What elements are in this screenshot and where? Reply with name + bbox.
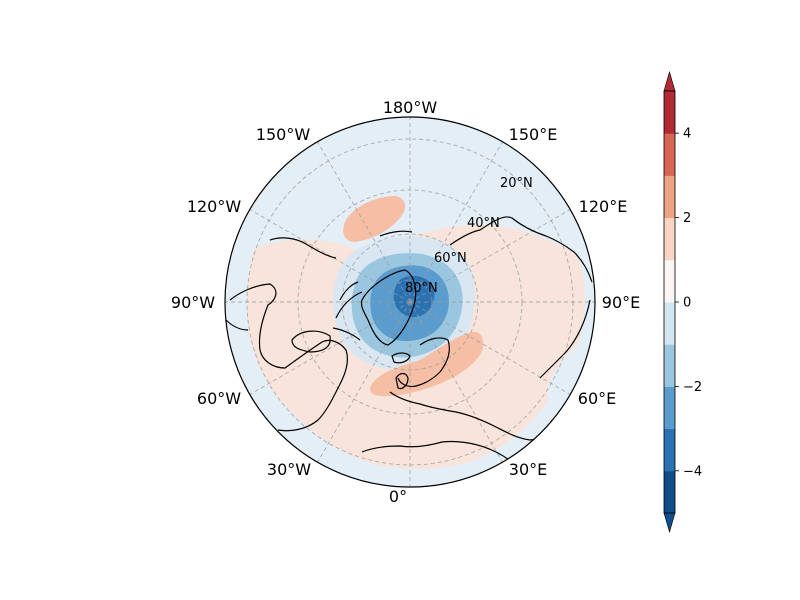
colorbar-extend-min (663, 512, 676, 534)
map-boundary (224, 116, 596, 488)
lon-label-90e: 90°E (602, 293, 640, 312)
longitude-labels: 180°W 150°W 150°E 120°W 120°E 90°W 90°E … (171, 98, 640, 506)
colorbar: 4 2 0 −2 −4 (663, 70, 702, 534)
lon-label-180w: 180°W (383, 98, 438, 117)
colorbar-segment (664, 133, 675, 176)
meridian-line (317, 141, 411, 303)
coast-scandinavia (397, 337, 450, 388)
lat-label-20: 20°N (500, 176, 533, 191)
latitude-labels: 20°N 40°N 60°N 80°N (405, 176, 533, 296)
coast-canada-arch (332, 281, 363, 341)
meridian-line (409, 209, 571, 303)
lon-label-120e: 120°E (579, 197, 628, 216)
lat-label-80: 80°N (405, 281, 438, 296)
lat-label-60: 60°N (434, 251, 467, 266)
meridian-line (317, 301, 411, 463)
coast-siberia (449, 216, 593, 283)
colorbar-segment (664, 428, 675, 472)
lon-label-90w: 90°W (171, 293, 215, 312)
coast-british-isles (395, 372, 409, 390)
meridian-line (249, 301, 411, 395)
meridian-line (409, 141, 503, 303)
coast-hudson-bay (291, 330, 331, 353)
map-panel (224, 116, 596, 488)
coast-east-asia (539, 299, 591, 379)
meridian-line (409, 301, 571, 395)
colorbar-tick-label: −2 (683, 380, 702, 395)
coast-africa (361, 440, 527, 477)
lon-label-120w: 120°W (187, 197, 242, 216)
colorbar-tick-label: 4 (683, 127, 691, 142)
colorbar-segment (664, 175, 675, 219)
lon-label-60e: 60°E (578, 389, 616, 408)
lon-label-60w: 60°W (197, 389, 241, 408)
lon-label-0: 0° (389, 487, 407, 506)
colorbar-segment (664, 302, 675, 345)
coastlines (225, 216, 593, 477)
coast-north-america (225, 283, 349, 432)
coast-iceland (391, 352, 411, 364)
colorbar-tick-label: 0 (683, 296, 691, 311)
lon-label-30w: 30°W (267, 460, 311, 479)
colorbar-segment (664, 386, 675, 430)
negative-core (393, 275, 435, 318)
lat-circle-60 (341, 233, 479, 371)
colorbar-segment (664, 259, 675, 303)
colorbar-segment (664, 470, 675, 514)
colorbar-tick-label: −4 (683, 464, 702, 479)
coast-europe (389, 391, 553, 441)
lon-label-30e: 30°E (509, 460, 547, 479)
colorbar-tick-label: 2 (683, 211, 691, 226)
lon-label-150e: 150°E (509, 125, 558, 144)
meridian-line (409, 301, 503, 463)
colorbar-segment (664, 217, 675, 261)
lon-label-150w: 150°W (256, 125, 311, 144)
colorbar-segment (664, 344, 675, 387)
coast-alaska (269, 230, 413, 259)
positive-anomaly-pacific (343, 196, 406, 242)
colorbar-extend-max (663, 70, 676, 92)
lat-label-40: 40°N (467, 216, 500, 231)
colorbar-segment (664, 91, 675, 134)
coast-greenland (360, 269, 417, 346)
